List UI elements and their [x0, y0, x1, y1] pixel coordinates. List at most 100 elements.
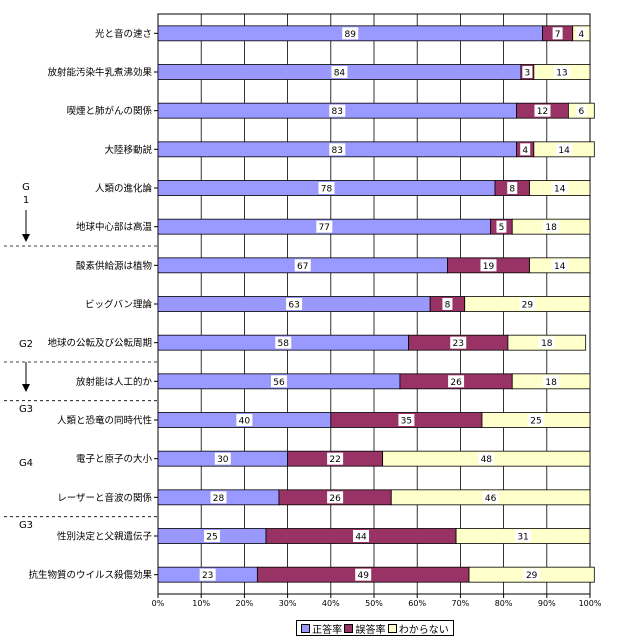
legend-item-correct: 正答率 [301, 621, 342, 636]
group-arrow-head [22, 234, 30, 242]
category-label: 性別決定と父親遺伝子 [57, 531, 153, 543]
data-label-bg [204, 530, 220, 542]
data-label-bg [442, 298, 453, 310]
data-label-bg [355, 568, 372, 581]
category-label: 光と音の速さ [95, 28, 152, 40]
x-tick-label: 50% [365, 599, 383, 608]
group-label: 1 [23, 195, 29, 206]
group-label: G4 [19, 458, 33, 469]
data-label-bg [199, 568, 216, 581]
data-label-bg [515, 530, 532, 542]
category-label: 地球中心部は高温 [76, 221, 153, 233]
group-label: G3 [19, 404, 33, 415]
data-label: 8 [509, 185, 515, 195]
data-label: 48 [481, 455, 493, 465]
data-label-bg [482, 491, 499, 504]
data-label: 83 [332, 146, 343, 156]
legend-label-wrong: 誤答率 [355, 624, 386, 636]
x-tick-label: 30% [279, 599, 297, 608]
data-label-bg [214, 452, 231, 465]
data-label: 14 [554, 262, 566, 272]
category-label: ビッグバン理論 [85, 299, 152, 311]
data-label-bg [576, 104, 587, 117]
data-label: 12 [537, 107, 548, 117]
data-label-bg [551, 182, 568, 194]
data-label-bg [523, 568, 540, 581]
data-label-bg [286, 298, 303, 310]
x-tick-label: 100% [579, 599, 602, 608]
data-label-bg [507, 182, 518, 194]
x-tick-label: 60% [408, 599, 426, 608]
group-label: G3 [19, 520, 33, 531]
data-label-bg [534, 104, 551, 117]
legend-item-wrong: 誤答率 [344, 621, 385, 636]
data-label: 5 [499, 223, 505, 233]
data-label-bg [553, 66, 570, 78]
x-tick-label: 70% [452, 599, 470, 608]
data-label: 4 [578, 30, 584, 40]
data-label: 44 [355, 533, 367, 543]
data-label: 77 [319, 223, 330, 233]
category-label: 酸素供給源は植物 [76, 260, 153, 272]
data-label: 35 [401, 417, 412, 427]
data-label-bg [519, 298, 536, 310]
x-tick-label: 0% [152, 599, 165, 608]
data-label: 14 [558, 146, 570, 156]
data-label: 23 [202, 571, 213, 581]
category-label: 電子と原子の大小 [76, 453, 153, 465]
data-label: 49 [357, 571, 369, 581]
data-label-bg [480, 259, 497, 272]
data-label-bg [318, 182, 335, 194]
data-label-bg [538, 336, 555, 349]
group-label: G2 [19, 339, 33, 350]
x-tick-label: 10% [192, 599, 210, 608]
legend-swatch-wrong [344, 623, 354, 633]
category-label: 抗生物質のウイルス殺傷効果 [28, 569, 152, 581]
data-label-bg [478, 452, 495, 465]
data-label-bg [450, 336, 467, 349]
x-tick-label: 80% [495, 599, 513, 608]
data-label: 22 [329, 455, 340, 465]
data-label-bg [551, 259, 568, 272]
data-label-bg [552, 27, 563, 40]
category-label: レーザーと音波の関係 [57, 492, 152, 504]
data-label-bg [398, 414, 415, 426]
legend-swatch-unknown [387, 623, 397, 633]
data-label: 89 [345, 30, 357, 40]
data-label: 83 [332, 107, 343, 117]
legend-label-unknown: わからない [398, 624, 449, 636]
data-label: 46 [485, 494, 497, 504]
data-label-bg [316, 220, 333, 233]
data-label-bg [522, 66, 533, 78]
data-label: 14 [554, 185, 566, 195]
data-label: 3 [524, 69, 530, 79]
data-label-bg [528, 414, 544, 426]
data-label: 18 [541, 339, 553, 349]
legend-label-correct: 正答率 [312, 624, 343, 636]
category-label: 人類の進化論 [95, 183, 153, 195]
data-label: 7 [555, 30, 561, 40]
data-label: 78 [321, 185, 333, 195]
data-label: 23 [453, 339, 464, 349]
data-label-bg [294, 259, 311, 272]
data-label: 56 [273, 378, 285, 388]
data-label: 19 [483, 262, 495, 272]
data-label-bg [448, 375, 465, 388]
data-label: 8 [445, 301, 451, 311]
data-label: 4 [522, 146, 528, 156]
data-label-bg [236, 414, 253, 426]
data-label: 28 [213, 494, 225, 504]
data-label: 18 [545, 378, 557, 388]
data-label-bg [331, 66, 348, 78]
data-label-bg [353, 530, 370, 542]
chart-legend: 正答率 誤答率 わからない [296, 620, 454, 636]
data-label: 58 [278, 339, 290, 349]
x-tick-label: 90% [538, 599, 556, 608]
data-label-bg [327, 452, 344, 465]
data-label-bg [210, 491, 227, 504]
data-label: 31 [517, 533, 528, 543]
category-label: 地球の公転及び公転周期 [47, 337, 152, 349]
data-label: 30 [217, 455, 229, 465]
category-label: 大陸移動説 [104, 144, 152, 156]
data-label: 29 [522, 301, 534, 311]
